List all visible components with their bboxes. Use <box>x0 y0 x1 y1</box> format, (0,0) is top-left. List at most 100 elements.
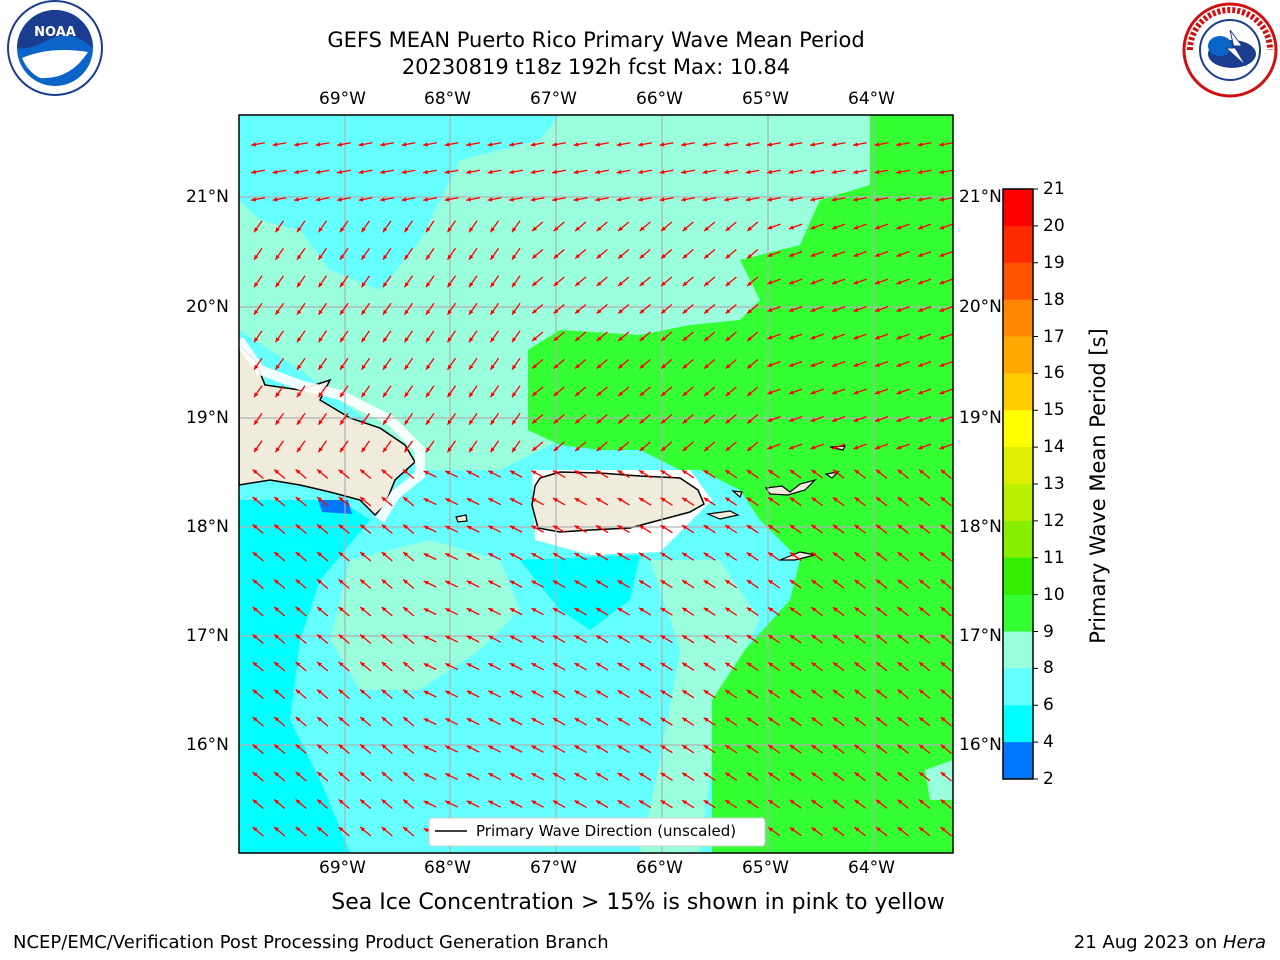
colorbar-segment <box>1003 410 1033 448</box>
wave-direction-arrowhead <box>810 169 815 175</box>
wave-direction-arrowhead <box>896 169 901 175</box>
wave-direction-arrowhead <box>466 525 472 530</box>
wave-direction-arrowhead <box>768 579 774 585</box>
wave-direction-arrowhead <box>896 142 901 147</box>
wave-direction-arrowhead <box>381 827 387 832</box>
wave-direction-arrowhead <box>595 635 601 640</box>
wave-direction-arrowhead <box>596 253 602 259</box>
lon-label-bottom: 67°W <box>530 858 577 878</box>
wave-direction-arrowhead <box>703 772 709 777</box>
colorbar-tick-label: 9 <box>1043 621 1054 642</box>
wave-direction-arrowhead <box>423 718 429 723</box>
wave-direction-arrowhead <box>253 447 259 453</box>
colorbar-segment <box>1003 336 1033 374</box>
wave-direction-arrowhead <box>616 169 622 175</box>
wave-direction-arrowhead <box>639 226 645 231</box>
wave-direction-arrowhead <box>423 828 429 833</box>
wave-direction-arrowhead <box>681 142 686 147</box>
wave-direction-arrowhead <box>789 552 795 557</box>
wave-direction-arrowhead <box>617 470 623 475</box>
wave-direction-arrowhead <box>532 363 537 369</box>
wave-direction-arrowhead <box>616 197 622 202</box>
wave-direction-arrowhead <box>315 169 321 175</box>
wave-direction-arrowhead <box>703 552 709 557</box>
wave-direction-arrowhead <box>768 772 774 777</box>
wave-direction-arrowhead <box>747 391 752 396</box>
wave-direction-arrowhead <box>617 552 623 558</box>
wave-direction-arrowhead <box>660 717 666 723</box>
wave-direction-arrowhead <box>318 254 323 260</box>
wave-direction-arrowhead <box>468 227 474 233</box>
wave-direction-arrowhead <box>272 142 278 147</box>
wave-direction-arrowhead <box>660 580 666 585</box>
wave-direction-arrowhead <box>252 634 258 640</box>
wave-direction-arrowhead <box>832 662 838 667</box>
wave-direction-arrowhead <box>447 392 452 398</box>
wave-direction-arrowhead <box>682 635 688 640</box>
wave-direction-arrowhead <box>553 308 559 314</box>
wave-direction-arrowhead <box>618 391 623 396</box>
wave-direction-arrowhead <box>810 445 816 450</box>
wave-direction-arrowhead <box>874 335 880 340</box>
wave-direction-arrowhead <box>618 363 623 369</box>
wave-direction-arrowhead <box>296 447 302 453</box>
wave-direction-arrowhead <box>511 282 517 288</box>
wave-direction-arrowhead <box>832 827 838 832</box>
wave-direction-arrowhead <box>874 142 880 147</box>
wave-direction-arrowhead <box>423 197 428 202</box>
colorbar-segment <box>1003 373 1033 411</box>
wave-direction-arrowhead <box>274 827 279 832</box>
wave-direction-arrowhead <box>939 445 945 450</box>
wave-direction-arrowhead <box>725 855 730 859</box>
wave-direction-arrowhead <box>811 634 817 640</box>
wave-direction-arrowhead <box>703 745 709 750</box>
wave-direction-arrowhead <box>252 607 258 612</box>
wave-direction-arrowhead <box>681 169 686 175</box>
wave-direction-arrowhead <box>381 662 387 667</box>
wave-direction-arrowhead <box>725 690 731 695</box>
wave-direction-arrowhead <box>875 717 881 722</box>
wave-direction-arrowhead <box>253 227 259 233</box>
wave-direction-arrowhead <box>317 497 322 502</box>
wave-direction-arrowhead <box>725 226 731 231</box>
wave-direction-arrowhead <box>488 690 494 695</box>
wave-direction-arrowhead <box>403 524 408 530</box>
wave-direction-arrowhead <box>552 800 558 805</box>
wave-direction-arrowhead <box>854 662 860 667</box>
wave-direction-arrowhead <box>897 634 903 640</box>
direction-legend <box>428 817 766 847</box>
wave-direction-arrowhead <box>682 497 688 502</box>
wave-direction-arrowhead <box>552 142 557 147</box>
wave-direction-arrowhead <box>703 497 709 502</box>
colorbar-segment <box>1003 447 1033 485</box>
wave-direction-arrowhead <box>447 419 452 425</box>
wave-direction-arrowhead <box>445 635 451 640</box>
wave-direction-arrowhead <box>917 417 923 422</box>
wave-direction-arrowhead <box>317 689 322 695</box>
wave-direction-arrowhead <box>296 364 302 370</box>
colorbar-tick-label: 6 <box>1043 695 1054 716</box>
wave-direction-arrowhead <box>703 470 709 475</box>
colorbar-segment <box>1003 299 1033 337</box>
wave-direction-arrowhead <box>466 718 472 723</box>
lon-label-bottom: 66°W <box>636 858 683 878</box>
wave-direction-arrowhead <box>896 417 902 422</box>
wave-direction-arrowhead <box>724 197 729 202</box>
wave-direction-arrowhead <box>789 579 795 585</box>
wave-direction-arrowhead <box>854 772 860 777</box>
wave-direction-arrowhead <box>488 608 494 613</box>
wave-direction-arrowhead <box>425 254 431 260</box>
wave-direction-arrowhead <box>703 717 709 722</box>
colorbar-segment <box>1003 189 1033 227</box>
wave-direction-arrowhead <box>874 252 880 257</box>
wave-direction-arrowhead <box>381 689 387 695</box>
wave-direction-arrowhead <box>917 225 923 230</box>
wave-direction-arrowhead <box>617 772 623 778</box>
wave-direction-arrowhead <box>940 524 946 530</box>
wave-direction-arrowhead <box>509 635 515 640</box>
wave-direction-arrowhead <box>789 744 795 750</box>
wave-direction-arrowhead <box>919 772 924 777</box>
wave-direction-arrowhead <box>832 607 838 612</box>
wave-direction-arrowhead <box>940 689 946 695</box>
wave-direction-arrowhead <box>746 635 752 640</box>
